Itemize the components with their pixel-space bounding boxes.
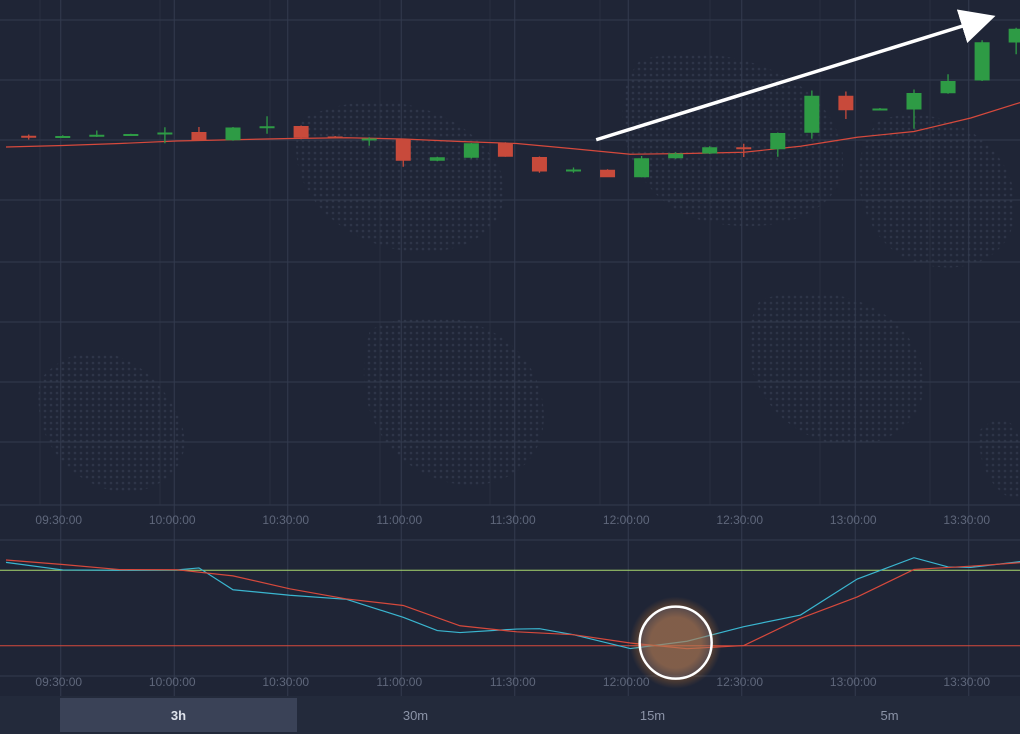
- candle-body: [89, 134, 105, 137]
- x-tick-label: 11:00:00: [376, 513, 422, 527]
- candle-body: [361, 138, 377, 141]
- annotation-layer: [595, 9, 996, 689]
- candle-up: [634, 156, 650, 178]
- candle-up: [157, 127, 173, 144]
- candle-body: [531, 157, 547, 172]
- tab-15m[interactable]: 15m: [639, 707, 666, 723]
- candle-up: [872, 108, 888, 111]
- candle-down: [21, 134, 37, 140]
- candle-body: [566, 169, 581, 172]
- stochastic-levels: [0, 569, 1020, 647]
- x-axis-ticks-top: 09:30:00 10:00:00 10:30:00 11:00:00 11:30:00…: [35, 513, 990, 527]
- candle-body: [327, 136, 343, 139]
- candle-body: [974, 42, 990, 81]
- candle-up: [361, 137, 377, 146]
- candle-body: [838, 95, 854, 111]
- candle-up: [55, 135, 71, 138]
- candle-body: [191, 132, 207, 141]
- candle-body: [770, 133, 786, 150]
- candle-up: [668, 152, 684, 159]
- candle-body: [55, 136, 71, 138]
- moving-average-layer: [5, 101, 1020, 155]
- candle-body: [497, 143, 513, 157]
- candle-body: [293, 126, 309, 138]
- crossover-highlight-circle: [638, 605, 713, 680]
- x-tick-label: 13:30:00: [943, 675, 990, 689]
- candle-down: [531, 156, 547, 173]
- x-tick-label: 09:30:00: [35, 513, 82, 527]
- x-tick-label: 12:00:00: [603, 675, 650, 689]
- candle-body: [463, 143, 479, 158]
- candle-down: [736, 143, 752, 157]
- candle-body: [395, 139, 411, 161]
- candle-down: [497, 142, 513, 157]
- x-tick-label: 13:00:00: [830, 513, 877, 527]
- candle-up: [89, 130, 105, 137]
- candlestick-series: [21, 27, 1020, 178]
- candle-body: [1008, 28, 1020, 43]
- world-map-background: [38, 53, 1020, 500]
- candle-body: [940, 81, 956, 94]
- candle-up: [463, 143, 479, 159]
- candle-body: [634, 158, 650, 178]
- candle-up: [225, 127, 241, 141]
- candle-body: [21, 135, 37, 138]
- candle-body: [872, 108, 888, 111]
- tab-5m[interactable]: 5m: [880, 707, 899, 723]
- x-tick-label: 11:00:00: [376, 675, 422, 689]
- candle-body: [906, 93, 922, 110]
- candle-down: [600, 169, 616, 178]
- x-tick-label: 09:30:00: [35, 675, 82, 689]
- x-tick-label: 11:30:00: [490, 513, 536, 527]
- trend-arrow: [595, 9, 996, 142]
- candle-body: [123, 134, 139, 136]
- candle-body: [225, 127, 241, 141]
- x-tick-label: 12:00:00: [603, 513, 650, 527]
- candle-up: [940, 74, 956, 94]
- stochastic-k-line: [5, 557, 1020, 650]
- candle-up: [702, 146, 718, 154]
- stochastic-series-layer: [5, 557, 1020, 650]
- x-tick-label: 11:30:00: [490, 675, 536, 689]
- x-tick-label: 10:30:00: [262, 675, 309, 689]
- candle-down: [191, 127, 207, 141]
- candle-up: [974, 40, 990, 81]
- candle-body: [736, 147, 752, 150]
- candle-up: [123, 133, 139, 136]
- candle-up: [906, 89, 922, 129]
- moving-average-line: [5, 101, 1020, 155]
- candle-down: [293, 125, 309, 140]
- candle-body: [157, 132, 173, 135]
- candle-up: [1008, 27, 1020, 55]
- timeframe-tabs: 3h 30m 15m 5m: [0, 696, 1020, 734]
- candle-body: [600, 169, 616, 178]
- candle-up: [566, 167, 581, 173]
- candle-down: [838, 91, 854, 119]
- chart-grid: [0, 0, 1020, 696]
- x-tick-label: 13:00:00: [830, 675, 877, 689]
- candle-body: [804, 95, 820, 133]
- candle-body: [429, 157, 445, 161]
- x-tick-label: 10:00:00: [149, 513, 196, 527]
- candle-down: [327, 136, 343, 139]
- candle-up: [804, 90, 820, 139]
- candle-up: [770, 132, 786, 157]
- x-tick-label: 13:30:00: [943, 513, 990, 527]
- candle-body: [668, 153, 684, 159]
- tab-30m[interactable]: 30m: [402, 707, 429, 723]
- x-tick-label: 12:30:00: [716, 675, 763, 689]
- candle-body: [702, 147, 718, 154]
- candle-up: [259, 116, 275, 134]
- x-axis-ticks-bottom: 09:30:00 10:00:00 10:30:00 11:00:00 11:30:00…: [35, 675, 990, 689]
- x-tick-label: 12:30:00: [716, 513, 763, 527]
- candle-down: [395, 138, 411, 167]
- x-tick-label: 10:00:00: [149, 675, 196, 689]
- candle-body: [259, 126, 275, 129]
- candle-up: [429, 156, 445, 162]
- highlight-glow: [629, 596, 722, 689]
- tab-3h[interactable]: 3h: [60, 698, 297, 732]
- x-tick-label: 10:30:00: [262, 513, 309, 527]
- chart-canvas: 09:30:00 10:00:00 10:30:00 11:00:00 11:30:00…: [0, 0, 1020, 696]
